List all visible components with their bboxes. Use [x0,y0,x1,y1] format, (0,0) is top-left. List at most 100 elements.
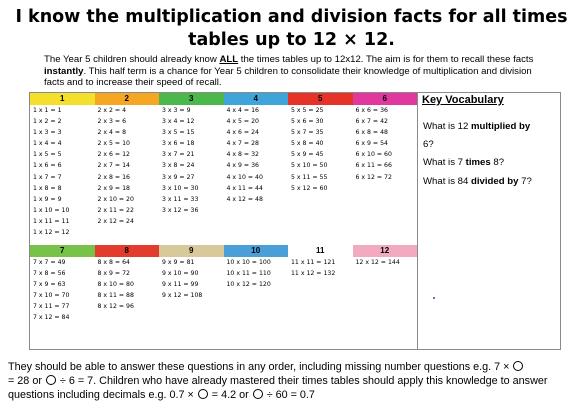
fact-line: 5 x 9 = 45 [291,151,324,159]
fact-line: 2 x 9 = 18 [97,184,130,192]
fact-line: 6 x 12 = 72 [355,173,392,181]
fact-line: 5 x 10 = 50 [291,162,328,170]
intro-text-1: The Year 5 children should already know [44,54,220,65]
fact-line: 1 x 9 = 9 [33,195,62,203]
fact-line: 3 x 11 = 33 [162,195,199,203]
vocab-divider [417,92,418,350]
fact-line: 10 x 10 = 100 [226,259,271,266]
table-header-1: 1 [30,93,95,105]
times-table-1: 1 x 1 = 1 1 x 2 = 2 1 x 3 = 3 1 x 4 = 4 1 x … [30,105,95,238]
fact-line: 7 x 12 = 84 [33,314,70,322]
table-columns: 7 x 7 = 49 7 x 8 = 56 7 x 9 = 63 7 x 10 = 7… [30,257,417,324]
vocab-q3-post: 7? [518,176,532,187]
fact-line: 4 x 6 = 24 [226,129,259,137]
footer-text-b: = 28 or [8,375,42,388]
missing-number-circle [45,375,56,386]
fact-line: 4 x 7 = 28 [226,140,259,148]
fact-line: 2 x 3 = 6 [97,118,127,126]
times-table-9: 9 x 9 = 81 9 x 10 = 90 9 x 11 = 99 9 x 12 =… [159,257,224,324]
fact-line: 12 x 12 = 144 [355,259,400,266]
table-header-2: 2 [94,93,159,105]
fact-line: 8 x 11 = 88 [97,292,134,300]
fact-line: 2 x 6 = 12 [97,151,130,159]
fact-line: 1 x 1 = 1 [33,107,62,114]
fact-line: 6 x 10 = 60 [355,151,392,159]
intro-text-2: the times tables up to 12x12. The aim is… [238,54,534,65]
fact-line: 1 x 6 = 6 [33,162,62,170]
footer-paragraph: They should be able to answer these ques… [8,360,578,403]
fact-line: 1 x 4 = 4 [33,140,62,148]
fact-line: 1 x 5 = 5 [33,151,62,159]
fact-line: 8 x 10 = 80 [97,281,134,289]
table-header-8: 8 [94,245,159,257]
table-header-4: 4 [223,93,288,105]
table-header-12: 12 [352,245,417,257]
vocab-q2-post: 8? [490,157,505,168]
vocab-q1-keyword: multiplied by [471,121,531,132]
fact-line: 3 x 12 = 36 [162,206,199,214]
fact-line: 4 x 4 = 16 [226,107,259,114]
fact-line: 9 x 11 = 99 [162,281,199,289]
times-table-11: 11 x 11 = 121 11 x 12 = 132 [288,257,353,324]
fact-line: 10 x 11 = 110 [226,270,271,278]
missing-number-circle [197,389,208,400]
fact-line: 2 x 12 = 24 [97,217,134,225]
fact-line: 7 x 10 = 70 [33,292,70,300]
fact-line: 2 x 11 = 22 [97,206,134,214]
fact-line: 1 x 12 = 12 [33,229,70,237]
fact-line: 5 x 5 = 25 [291,107,324,114]
fact-line: 2 x 2 = 4 [97,107,127,114]
fact-line: 3 x 10 = 30 [162,184,199,192]
fact-line: 9 x 9 = 81 [162,259,195,266]
fact-line: 6 x 6 = 36 [355,107,388,114]
tables-frame [29,92,561,350]
intro-emphasis-all: ALL [219,54,239,65]
vocab-q1-pre: What is 12 [423,121,471,132]
fact-line: 3 x 8 = 24 [162,162,195,170]
table-header-9: 9 [159,245,224,257]
footer-text-c: ÷ 6 = 7. Children who have already maste… [8,375,548,402]
fact-line: 4 x 12 = 48 [226,195,263,203]
fact-line: 3 x 5 = 15 [162,129,195,137]
fact-line: 10 x 12 = 120 [226,281,271,289]
table-header-7: 7 [30,245,95,257]
fact-line: 3 x 9 = 27 [162,173,195,181]
title-line-1: I know the multiplication and division f… [15,7,568,27]
fact-line: 4 x 10 = 40 [226,173,263,181]
table-columns: 1 x 1 = 1 1 x 2 = 2 1 x 3 = 3 1 x 4 = 4 1 x … [30,105,417,238]
vocab-q2-keyword: times [465,157,491,168]
fact-line: 2 x 7 = 14 [97,162,130,170]
vocab-q2-pre: What is 7 [423,157,466,168]
fact-line: 7 x 7 = 49 [33,259,66,266]
fact-line: 9 x 10 = 90 [162,270,199,278]
bullet-dot [433,297,435,299]
fact-line: 8 x 9 = 72 [97,270,130,278]
fact-line: 1 x 10 = 10 [33,206,70,214]
times-table-3: 3 x 3 = 9 3 x 4 = 12 3 x 5 = 15 3 x 6 = 18 3… [159,105,224,238]
times-table-2: 2 x 2 = 4 2 x 3 = 6 2 x 4 = 8 2 x 5 = 10 2 x… [95,105,160,238]
fact-line: 5 x 11 = 55 [291,173,328,181]
fact-line: 6 x 11 = 66 [355,162,392,170]
footer-text-d: = 4.2 or [211,389,249,402]
vocab-q3-keyword: divided by [471,176,519,187]
footer-text-a: They should be able to answer these ques… [8,361,510,373]
fact-line: 11 x 11 = 121 [291,259,336,266]
fact-line: 6 x 9 = 54 [355,140,388,148]
intro-paragraph: The Year 5 children should already know … [44,54,534,89]
fact-line: 2 x 4 = 8 [97,129,127,137]
fact-line: 1 x 2 = 2 [33,118,62,126]
table-header-6: 6 [352,93,417,105]
table-header-row: 7 8 9 10 11 12 [30,245,417,257]
vocab-heading: Key Vocabulary [422,94,504,106]
footer-text-e: ÷ 60 = 0.7 [266,389,315,402]
fact-line: 5 x 6 = 30 [291,118,324,126]
intro-text-3: . This half term is a chance for Year 5 … [44,65,532,89]
fact-line: 1 x 7 = 7 [33,173,62,181]
times-table-6: 6 x 6 = 36 6 x 7 = 42 6 x 8 = 48 6 x 9 = 54… [353,105,418,238]
table-header-11: 11 [288,245,353,257]
missing-number-circle [252,389,263,400]
vocab-question-times: What is 7 times 8? [423,157,504,169]
fact-line: 5 x 12 = 60 [291,184,328,192]
